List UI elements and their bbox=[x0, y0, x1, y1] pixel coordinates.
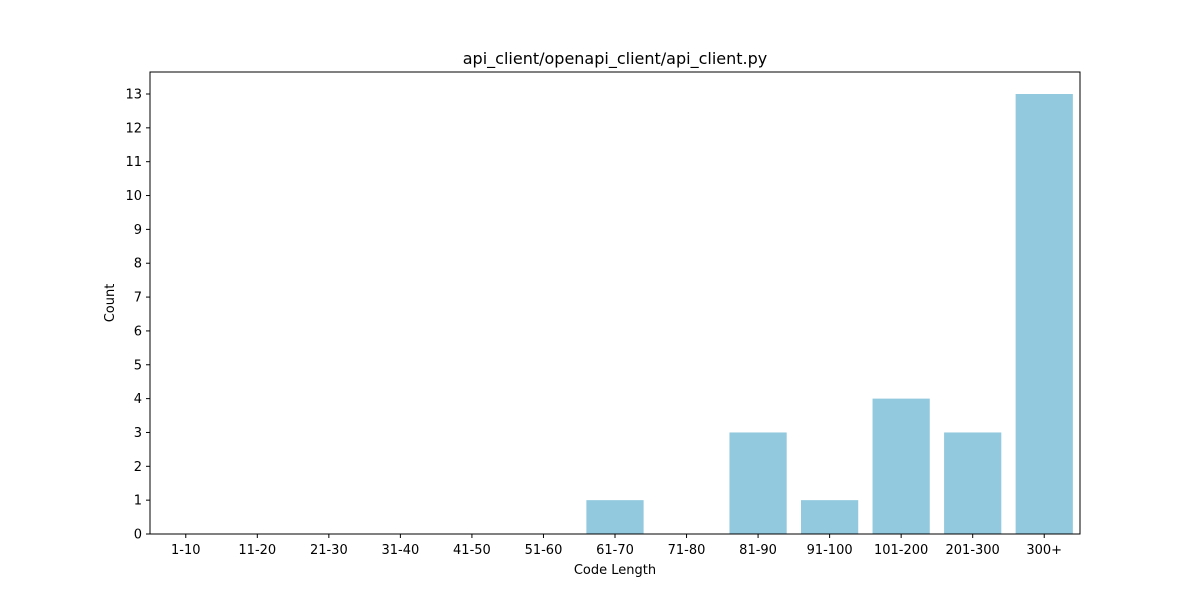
x-tick-label: 300+ bbox=[1026, 543, 1062, 558]
x-tick-label: 31-40 bbox=[381, 543, 419, 558]
bar-61-70 bbox=[586, 500, 644, 534]
y-tick-label: 0 bbox=[134, 528, 142, 543]
x-tick-label: 61-70 bbox=[596, 543, 634, 558]
bar-81-90 bbox=[729, 432, 787, 534]
x-tick-label: 51-60 bbox=[525, 543, 563, 558]
bar-101-200 bbox=[872, 398, 930, 534]
x-tick-label: 71-80 bbox=[668, 543, 706, 558]
bar-91-100 bbox=[801, 500, 859, 534]
x-tick-label: 81-90 bbox=[739, 543, 777, 558]
y-tick-label: 6 bbox=[134, 324, 142, 339]
y-tick-label: 10 bbox=[125, 189, 142, 204]
y-tick-label: 9 bbox=[134, 223, 142, 238]
y-tick-label: 8 bbox=[134, 257, 142, 272]
x-tick-label: 11-20 bbox=[238, 543, 276, 558]
y-tick-label: 2 bbox=[134, 460, 142, 475]
chart-title: api_client/openapi_client/api_client.py bbox=[463, 49, 767, 69]
y-tick-label: 1 bbox=[134, 494, 142, 509]
y-tick-label: 5 bbox=[134, 358, 142, 373]
x-tick-label: 101-200 bbox=[874, 543, 928, 558]
y-tick-label: 11 bbox=[125, 155, 142, 170]
bars-layer bbox=[586, 94, 1073, 534]
y-tick-label: 13 bbox=[125, 88, 142, 103]
x-tick-label: 1-10 bbox=[171, 543, 201, 558]
x-tick-label: 41-50 bbox=[453, 543, 491, 558]
x-tick-label: 91-100 bbox=[807, 543, 853, 558]
y-tick-label: 4 bbox=[134, 392, 142, 407]
y-tick-label: 7 bbox=[134, 291, 142, 306]
y-axis-label: Count bbox=[103, 284, 118, 323]
y-tick-label: 12 bbox=[125, 121, 142, 136]
x-axis-label: Code Length bbox=[574, 563, 656, 578]
x-tick-label: 21-30 bbox=[310, 543, 348, 558]
plot-frame bbox=[149, 71, 1081, 535]
y-tick-label: 3 bbox=[134, 426, 142, 441]
x-tick-label: 201-300 bbox=[946, 543, 1000, 558]
bar-201-300 bbox=[944, 432, 1002, 534]
x-axis: 1-10 11-20 21-30 31-40 41-50 51-60 61-70 71-80 8… bbox=[171, 534, 1062, 558]
bar-300+ bbox=[1015, 94, 1073, 534]
